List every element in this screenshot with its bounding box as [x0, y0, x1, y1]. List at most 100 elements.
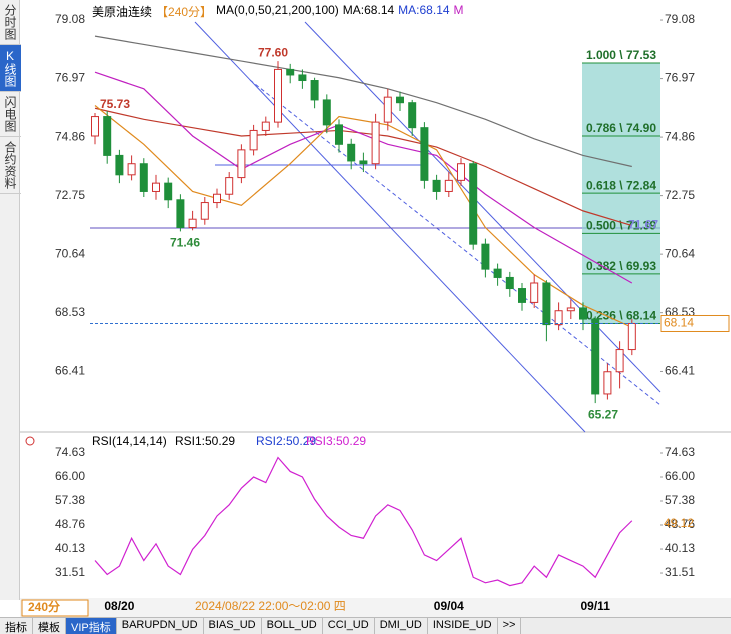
y-tick-label: 74.86: [55, 129, 85, 143]
candle-body: [408, 102, 417, 129]
y-tick-label: 48.76: [665, 517, 695, 531]
y-tick-label: 31.51: [55, 565, 85, 579]
fib-label: 0.382 \ 69.93: [586, 259, 656, 273]
y-tick-label: 57.38: [665, 493, 695, 507]
price-annotation: 65.27: [588, 407, 618, 421]
candle-body: [322, 99, 331, 126]
fib-label: 0.236 \ 68.14: [586, 309, 656, 323]
fib-label: 0.618 \ 72.84: [586, 178, 656, 192]
candle-body: [359, 160, 368, 165]
candle-body: [432, 179, 441, 192]
candle-body: [396, 96, 404, 104]
period-label: 240分: [28, 599, 60, 614]
legend-entry: RSI2:50.29: [256, 434, 316, 448]
side-tab[interactable]: 闪电图: [0, 92, 21, 137]
x-tick-label: 08/20: [104, 599, 134, 613]
candle-body: [115, 154, 124, 176]
candle-body: [566, 307, 575, 312]
candle-body: [127, 163, 136, 176]
price-annotation: 75.73: [100, 97, 130, 111]
y-tick-label: 72.75: [665, 188, 695, 202]
side-tab[interactable]: 合约资料: [0, 137, 21, 194]
rsi-last-label: 49.12: [664, 516, 694, 530]
y-tick-label: 79.08: [55, 12, 85, 26]
candle-body: [335, 124, 343, 145]
x-tick-label: 09/04: [434, 599, 464, 613]
y-tick-label: 48.76: [55, 517, 85, 531]
candle-body: [591, 318, 600, 395]
y-tick-label: 66.41: [665, 364, 695, 378]
price-annotation: 77.60: [258, 45, 288, 59]
ma-value: MA:68.14: [398, 3, 450, 17]
y-tick-label: 70.64: [55, 246, 85, 260]
candle-body: [615, 349, 624, 373]
candle-body: [213, 193, 221, 204]
side-tab[interactable]: K线图: [0, 45, 21, 92]
price-annotation: 71.46: [170, 236, 200, 250]
candle-body: [469, 163, 478, 245]
tab[interactable]: DMI_UD: [375, 618, 428, 634]
side-tab[interactable]: 分时图: [0, 0, 21, 45]
candle-body: [420, 127, 429, 181]
header: 美原油连续 【240分】 MA(0,0,50,21,200,100) MA:68…: [92, 3, 464, 20]
candle-body: [139, 163, 148, 192]
x-axis-bar: [20, 598, 731, 617]
candle-body: [603, 371, 612, 395]
candle-body: [152, 182, 160, 192]
candle-body: [91, 116, 99, 137]
sidebar: 分时图 K线图 闪电图 合约资料: [0, 0, 21, 600]
candle-body: [383, 96, 392, 123]
candle-body: [518, 288, 526, 303]
y-tick-label: 72.75: [55, 188, 85, 202]
ma-line: [94, 105, 633, 328]
y-tick-label: 66.00: [55, 469, 85, 483]
y-tick-label: 57.38: [55, 493, 85, 507]
tab[interactable]: INSIDE_UD: [428, 618, 498, 634]
tab[interactable]: 指标: [0, 618, 33, 634]
chart: 240分 2024/08/22 22:00～02:00 四 79.08 79.08…: [20, 12, 731, 617]
last-price-box: [660, 314, 730, 332]
y-tick-label: 76.97: [665, 71, 695, 85]
indicator-tabs: 指标 模板 VIP指标 BARUPDN_UD BIAS_UD BOLL_UD CCI_UD D…: [0, 617, 731, 634]
period: 【240分】: [156, 5, 213, 19]
rsi-line: [94, 456, 633, 587]
tab[interactable]: BIAS_UD: [204, 618, 262, 634]
candle-body: [554, 310, 563, 326]
period-box[interactable]: [21, 599, 89, 617]
tab[interactable]: >>: [498, 618, 522, 634]
y-tick-label: 74.63: [665, 445, 695, 459]
tab[interactable]: 模板: [33, 618, 66, 634]
y-tick-label: 40.13: [55, 541, 85, 555]
tab[interactable]: VIP指标: [66, 618, 117, 634]
candle-body: [371, 121, 380, 165]
candle-body: [457, 163, 465, 181]
fib-label: 0.500 \ 71.39: [586, 219, 656, 233]
candle-body: [274, 68, 282, 123]
channel-line: [194, 21, 586, 433]
candle-body: [286, 68, 295, 76]
crosshair-time: 2024/08/22 22:00～02:00 四: [195, 599, 346, 613]
ma-line: [94, 71, 633, 284]
candle-body: [200, 202, 209, 220]
tab[interactable]: BOLL_UD: [262, 618, 323, 634]
candle-body: [249, 129, 258, 151]
rsi-icon[interactable]: [25, 436, 35, 446]
candle-body: [493, 268, 502, 278]
ma-value: M: [453, 3, 464, 17]
candle-body: [579, 307, 587, 320]
candle-body: [237, 149, 246, 179]
candle-body: [188, 218, 197, 229]
y-tick-label: 76.97: [55, 71, 85, 85]
legend-entry: RSI1:50.29: [175, 434, 235, 448]
candle-body: [347, 143, 356, 162]
tab[interactable]: CCI_UD: [323, 618, 375, 634]
candle-body: [103, 116, 112, 156]
candle-body: [310, 80, 319, 101]
ma-line: [94, 107, 632, 227]
y-tick-label: 31.51: [665, 565, 695, 579]
tab[interactable]: BARUPDN_UD: [117, 618, 204, 634]
symbol: 美原油连续: [92, 5, 153, 19]
ma-params: MA(0,0,50,21,200,100): [216, 3, 339, 17]
candle-body: [176, 199, 185, 229]
